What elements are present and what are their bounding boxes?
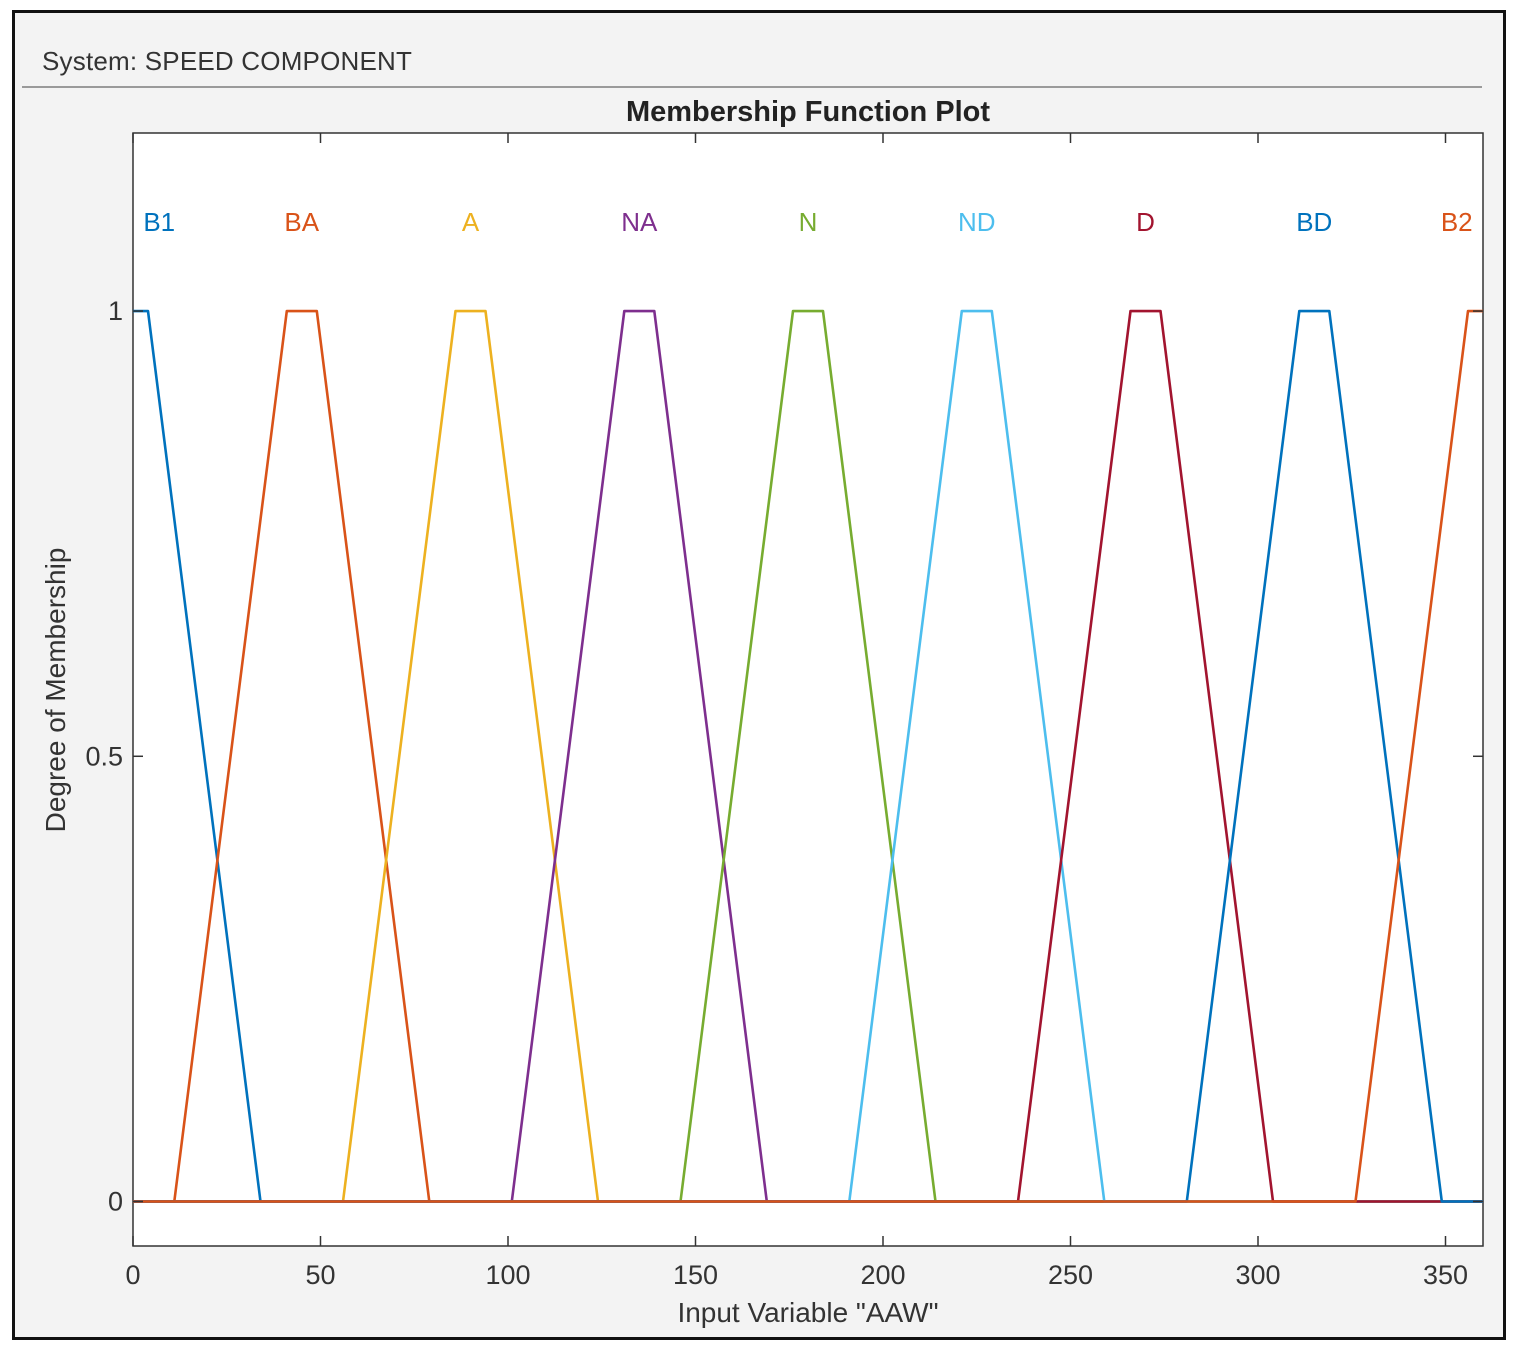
y-axis-label: Degree of Membership [40, 548, 71, 833]
mf-label-na: NA [621, 207, 658, 237]
system-bar: System: SPEED COMPONENT [22, 28, 1482, 88]
mf-label-d: D [1136, 207, 1155, 237]
x-tick-label: 0 [125, 1260, 140, 1290]
x-tick-label: 200 [860, 1260, 905, 1290]
y-tick-label: 0 [108, 1186, 123, 1216]
mf-label-n: N [799, 207, 818, 237]
mf-label-b1: B1 [143, 207, 175, 237]
y-tick-label: 1 [108, 296, 123, 326]
x-tick-label: 300 [1235, 1260, 1280, 1290]
system-label: System: SPEED COMPONENT [42, 46, 413, 76]
x-axis: 0 50 100 150 200 250 300 350 [125, 133, 1468, 1290]
x-tick-label: 350 [1423, 1260, 1468, 1290]
plot-area [132, 132, 1484, 1247]
x-tick-label: 250 [1048, 1260, 1093, 1290]
mf-label-a: A [462, 207, 480, 237]
x-tick-label: 150 [673, 1260, 718, 1290]
mf-label-b2: B2 [1441, 207, 1473, 237]
mf-label-bd: BD [1296, 207, 1332, 237]
y-tick-label: 0.5 [85, 741, 123, 771]
chart-title: Membership Function Plot [626, 96, 990, 128]
mf-labels-group: B1 BA A NA N ND D BD B2 [143, 207, 1472, 237]
y-axis: 00.51 [85, 296, 1483, 1216]
mf-label-ba: BA [284, 207, 319, 237]
x-tick-label: 100 [485, 1260, 530, 1290]
x-tick-label: 50 [305, 1260, 335, 1290]
x-axis-label: Input Variable "AAW" [677, 1297, 938, 1328]
mf-label-nd: ND [958, 207, 996, 237]
